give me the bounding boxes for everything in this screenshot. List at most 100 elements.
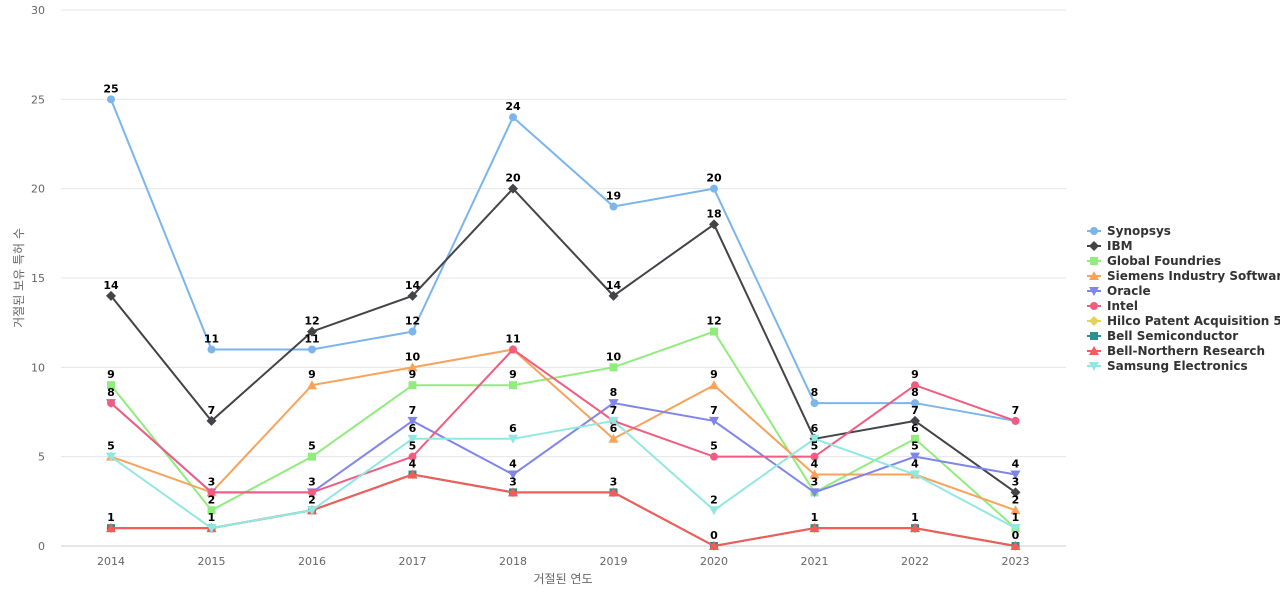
data-point-synopsys[interactable]	[308, 345, 316, 354]
data-point-intel[interactable]	[810, 452, 819, 461]
data-point-ibm[interactable]	[307, 326, 317, 337]
series-line-global-foundries[interactable]	[110, 330, 1017, 529]
data-point-ibm[interactable]	[206, 415, 217, 426]
series-line-ibm[interactable]	[110, 187, 1017, 494]
data-point-ibm[interactable]	[709, 219, 719, 230]
data-point-oracle[interactable]	[709, 416, 719, 426]
legend-item-hilco-patent-acquisition-56[interactable]: Hilco Patent Acquisition 56	[1087, 314, 1280, 328]
legend-item-bell-northern-research[interactable]: Bell-Northern Research	[1087, 344, 1265, 358]
data-point-synopsys[interactable]	[107, 95, 115, 104]
data-point-global-foundries[interactable]	[710, 327, 718, 336]
data-label: 10	[606, 350, 622, 363]
data-point-intel[interactable]	[1011, 416, 1020, 425]
data-point-ibm[interactable]	[106, 290, 116, 301]
legend-item-synopsys[interactable]: Synopsys	[1087, 224, 1171, 238]
data-point-oracle[interactable]	[1010, 470, 1021, 480]
data-point-global-foundries[interactable]	[207, 506, 216, 515]
data-point-intel[interactable]	[911, 381, 919, 390]
data-point-siemens-industry-software[interactable]	[307, 380, 317, 390]
legend-item-ibm[interactable]: IBM	[1087, 239, 1133, 253]
data-point-samsung-electronics[interactable]	[1010, 524, 1021, 534]
legend-item-siemens-industry-software[interactable]: Siemens Industry Software	[1087, 269, 1280, 283]
data-point-samsung-electronics[interactable]	[307, 506, 317, 516]
data-point-bell-northern-research[interactable]	[910, 523, 920, 533]
data-point-ibm[interactable]	[910, 415, 920, 426]
data-point-samsung-electronics[interactable]	[508, 434, 518, 444]
data-point-synopsys[interactable]	[509, 113, 517, 122]
legend-item-intel[interactable]: Intel	[1087, 299, 1138, 313]
data-label: 4	[1012, 458, 1020, 471]
data-point-oracle[interactable]	[809, 488, 820, 498]
data-point-synopsys[interactable]	[810, 399, 819, 408]
data-point-synopsys[interactable]	[911, 399, 919, 408]
data-point-ibm[interactable]	[608, 290, 619, 301]
data-point-bell-northern-research[interactable]	[809, 523, 820, 533]
legend-item-global-foundries[interactable]: Global Foundries	[1087, 254, 1221, 268]
data-point-synopsys[interactable]	[408, 327, 417, 336]
data-point-samsung-electronics[interactable]	[809, 434, 820, 444]
data-point-global-foundries[interactable]	[107, 381, 115, 390]
data-point-intel[interactable]	[308, 488, 316, 497]
data-point-global-foundries[interactable]	[609, 363, 618, 372]
data-point-siemens-industry-software[interactable]	[1010, 505, 1021, 515]
data-label: 6	[509, 422, 517, 435]
data-point-siemens-industry-software[interactable]	[407, 362, 418, 372]
legend-item-samsung-electronics[interactable]: Samsung Electronics	[1087, 359, 1248, 373]
series-line-bell-semiconductor[interactable]	[111, 473, 1016, 548]
data-point-synopsys[interactable]	[207, 345, 216, 354]
data-point-ibm[interactable]	[1010, 487, 1021, 498]
data-label: 5	[308, 440, 316, 453]
data-point-bell-northern-research[interactable]	[709, 541, 719, 550]
data-point-intel[interactable]	[107, 399, 115, 408]
data-point-siemens-industry-software[interactable]	[809, 469, 820, 479]
y-tick-label: 20	[31, 183, 45, 196]
data-point-ibm[interactable]	[508, 183, 518, 194]
data-point-samsung-electronics[interactable]	[106, 452, 116, 462]
data-point-ibm[interactable]	[407, 290, 418, 301]
data-point-oracle[interactable]	[608, 399, 619, 409]
legend-item-oracle[interactable]: Oracle	[1087, 284, 1151, 298]
data-point-synopsys[interactable]	[609, 202, 618, 211]
data-point-intel[interactable]	[710, 452, 718, 461]
data-label: 4	[409, 458, 417, 471]
data-point-samsung-electronics[interactable]	[608, 416, 619, 426]
data-point-intel[interactable]	[408, 452, 417, 461]
legend-label: Hilco Patent Acquisition 56	[1107, 314, 1280, 328]
series-line-synopsys[interactable]	[110, 98, 1016, 422]
series-line-bell-northern-research[interactable]	[111, 473, 1016, 548]
data-label: 19	[606, 190, 621, 203]
series-line-oracle[interactable]	[110, 402, 1016, 494]
data-point-bell-northern-research[interactable]	[1010, 541, 1021, 550]
data-label: 8	[610, 386, 618, 399]
data-point-siemens-industry-software[interactable]	[709, 380, 719, 390]
data-point-global-foundries[interactable]	[911, 434, 919, 443]
data-point-samsung-electronics[interactable]	[709, 506, 719, 516]
data-point-intel[interactable]	[509, 345, 517, 354]
data-point-synopsys[interactable]	[710, 184, 718, 193]
data-point-intel[interactable]	[207, 488, 216, 497]
series-line-hilco-patent-acquisition-56[interactable]	[111, 473, 1016, 548]
grid	[61, 9, 1066, 547]
data-point-oracle[interactable]	[910, 452, 920, 462]
data-point-bell-northern-research[interactable]	[106, 523, 116, 533]
data-point-global-foundries[interactable]	[308, 452, 316, 461]
data-point-siemens-industry-software[interactable]	[608, 433, 619, 443]
data-point-bell-northern-research[interactable]	[608, 487, 619, 497]
data-point-global-foundries[interactable]	[408, 381, 417, 390]
data-point-bell-northern-research[interactable]	[407, 469, 418, 479]
legend-symbol	[1090, 302, 1098, 310]
legend-item-bell-semiconductor[interactable]: Bell Semiconductor	[1087, 329, 1238, 343]
series-samsung-electronics	[106, 416, 1021, 534]
data-point-global-foundries[interactable]	[509, 381, 517, 390]
data-point-samsung-electronics[interactable]	[407, 434, 418, 444]
data-point-samsung-electronics[interactable]	[206, 524, 217, 534]
data-point-bell-northern-research[interactable]	[508, 487, 518, 497]
data-point-oracle[interactable]	[407, 416, 418, 426]
series-line-intel[interactable]	[110, 348, 1016, 494]
series-line-samsung-electronics[interactable]	[110, 419, 1016, 530]
data-point-oracle[interactable]	[508, 470, 518, 480]
data-label: 7	[710, 404, 718, 417]
data-label: 4	[811, 458, 819, 471]
data-point-samsung-electronics[interactable]	[910, 470, 920, 480]
